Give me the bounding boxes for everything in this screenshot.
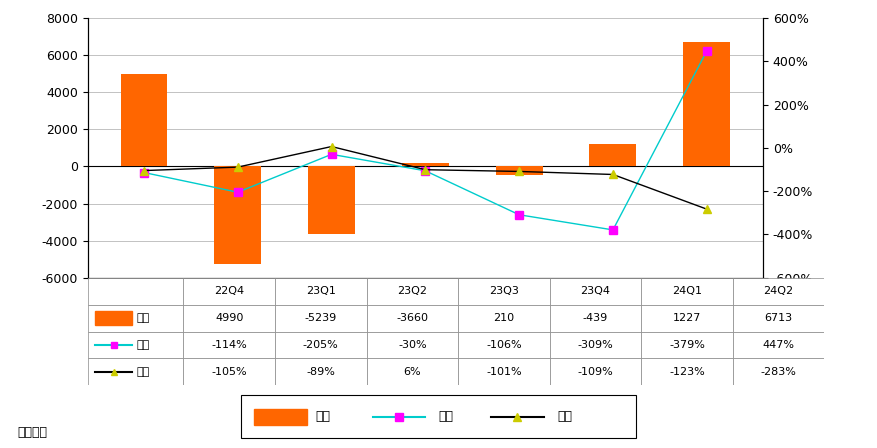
FancyBboxPatch shape bbox=[367, 358, 458, 385]
Bar bbox=[96, 311, 132, 325]
FancyBboxPatch shape bbox=[275, 332, 367, 358]
Text: 22Q4: 22Q4 bbox=[214, 286, 245, 296]
FancyBboxPatch shape bbox=[275, 305, 367, 332]
FancyBboxPatch shape bbox=[458, 358, 550, 385]
Text: -3660: -3660 bbox=[396, 313, 428, 323]
Bar bbox=[402, 163, 449, 166]
Text: -105%: -105% bbox=[211, 367, 247, 377]
FancyBboxPatch shape bbox=[550, 305, 641, 332]
FancyBboxPatch shape bbox=[458, 305, 550, 332]
FancyBboxPatch shape bbox=[550, 278, 641, 305]
Text: （万元）: （万元） bbox=[18, 426, 47, 439]
FancyBboxPatch shape bbox=[550, 332, 641, 358]
Text: -123%: -123% bbox=[669, 367, 705, 377]
FancyBboxPatch shape bbox=[458, 332, 550, 358]
Text: 24Q2: 24Q2 bbox=[764, 286, 794, 296]
FancyBboxPatch shape bbox=[88, 358, 183, 385]
Text: -309%: -309% bbox=[578, 340, 613, 350]
Text: 6713: 6713 bbox=[765, 313, 793, 323]
FancyBboxPatch shape bbox=[183, 358, 275, 385]
FancyBboxPatch shape bbox=[183, 332, 275, 358]
Text: 447%: 447% bbox=[763, 340, 795, 350]
FancyBboxPatch shape bbox=[733, 305, 824, 332]
Text: 同比: 同比 bbox=[137, 367, 150, 377]
Text: 6%: 6% bbox=[403, 367, 421, 377]
FancyBboxPatch shape bbox=[550, 358, 641, 385]
Bar bbox=[120, 74, 168, 166]
Text: 环比: 环比 bbox=[438, 410, 453, 423]
Bar bbox=[254, 409, 307, 425]
Text: 同比: 同比 bbox=[557, 410, 572, 423]
FancyBboxPatch shape bbox=[183, 278, 275, 305]
FancyBboxPatch shape bbox=[367, 305, 458, 332]
Text: -101%: -101% bbox=[486, 367, 522, 377]
FancyBboxPatch shape bbox=[641, 305, 733, 332]
Text: -114%: -114% bbox=[211, 340, 247, 350]
Text: 净利: 净利 bbox=[316, 410, 331, 423]
Text: 210: 210 bbox=[494, 313, 515, 323]
FancyBboxPatch shape bbox=[458, 278, 550, 305]
Text: 23Q1: 23Q1 bbox=[306, 286, 336, 296]
FancyBboxPatch shape bbox=[641, 332, 733, 358]
FancyBboxPatch shape bbox=[275, 278, 367, 305]
Text: -30%: -30% bbox=[398, 340, 427, 350]
FancyBboxPatch shape bbox=[733, 358, 824, 385]
Bar bbox=[496, 166, 543, 175]
Text: 23Q3: 23Q3 bbox=[489, 286, 519, 296]
FancyBboxPatch shape bbox=[88, 305, 183, 332]
FancyBboxPatch shape bbox=[367, 278, 458, 305]
Text: 净利: 净利 bbox=[137, 313, 150, 323]
Text: 环比: 环比 bbox=[137, 340, 150, 350]
Text: -106%: -106% bbox=[486, 340, 522, 350]
FancyBboxPatch shape bbox=[641, 358, 733, 385]
Text: -205%: -205% bbox=[303, 340, 339, 350]
FancyBboxPatch shape bbox=[733, 278, 824, 305]
Text: 23Q4: 23Q4 bbox=[581, 286, 610, 296]
Text: -283%: -283% bbox=[760, 367, 796, 377]
Text: 23Q2: 23Q2 bbox=[397, 286, 427, 296]
Bar bbox=[683, 42, 731, 166]
FancyBboxPatch shape bbox=[733, 332, 824, 358]
FancyBboxPatch shape bbox=[183, 305, 275, 332]
FancyBboxPatch shape bbox=[367, 332, 458, 358]
FancyBboxPatch shape bbox=[241, 395, 636, 438]
FancyBboxPatch shape bbox=[641, 278, 733, 305]
Bar bbox=[589, 144, 637, 166]
Text: 1227: 1227 bbox=[673, 313, 702, 323]
Bar bbox=[214, 166, 261, 263]
FancyBboxPatch shape bbox=[275, 358, 367, 385]
FancyBboxPatch shape bbox=[88, 278, 183, 305]
FancyBboxPatch shape bbox=[88, 332, 183, 358]
Text: -439: -439 bbox=[583, 313, 608, 323]
Text: -89%: -89% bbox=[306, 367, 335, 377]
Text: -5239: -5239 bbox=[304, 313, 337, 323]
Text: 24Q1: 24Q1 bbox=[672, 286, 702, 296]
Text: -109%: -109% bbox=[578, 367, 613, 377]
Bar bbox=[308, 166, 355, 234]
Text: 4990: 4990 bbox=[215, 313, 244, 323]
Text: -379%: -379% bbox=[669, 340, 705, 350]
